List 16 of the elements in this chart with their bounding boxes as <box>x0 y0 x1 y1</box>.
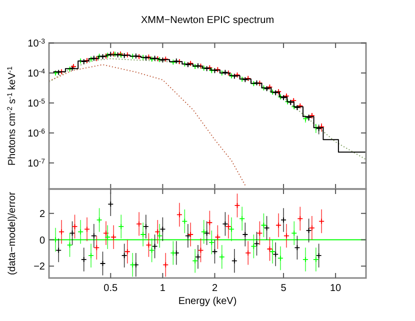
y-tick-label: 10$^{-3}$ <box>28 38 46 50</box>
chart-title: XMM−Newton EPIC spectrum <box>140 15 274 26</box>
x-tick-label: 5 <box>280 283 287 294</box>
x-tick-label: 2 <box>212 283 218 294</box>
y-axis-title: (data−model)/error <box>7 191 18 276</box>
y-tick-label: 2 <box>39 208 46 220</box>
y-tick-label: 10$^{-6}$ <box>28 128 46 140</box>
x-tick-label: 10 <box>330 283 342 294</box>
x-tick-label: 1 <box>160 283 166 294</box>
y-tick-label: 10$^{-4}$ <box>28 68 46 80</box>
x-axis-title: Energy (keV) <box>178 296 237 307</box>
x-tick-label: 0.5 <box>104 283 118 294</box>
y-tick-label: 10$^{-7}$ <box>28 158 46 170</box>
y-tick-label: −2 <box>34 262 46 273</box>
y-tick-label: 10$^{-5}$ <box>28 98 46 110</box>
y-tick-label: 0 <box>39 235 46 246</box>
